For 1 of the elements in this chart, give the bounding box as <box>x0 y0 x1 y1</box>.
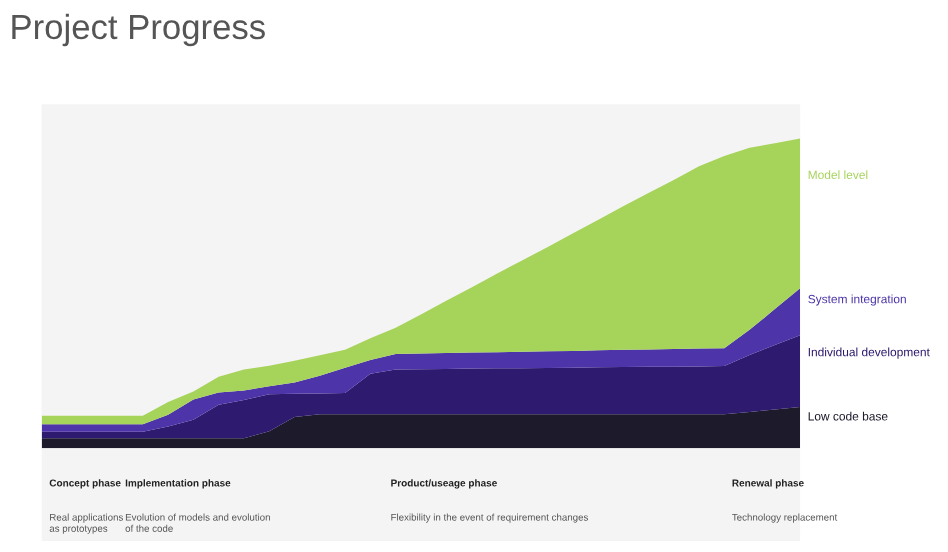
chart-title: Project Progress <box>12 13 265 47</box>
